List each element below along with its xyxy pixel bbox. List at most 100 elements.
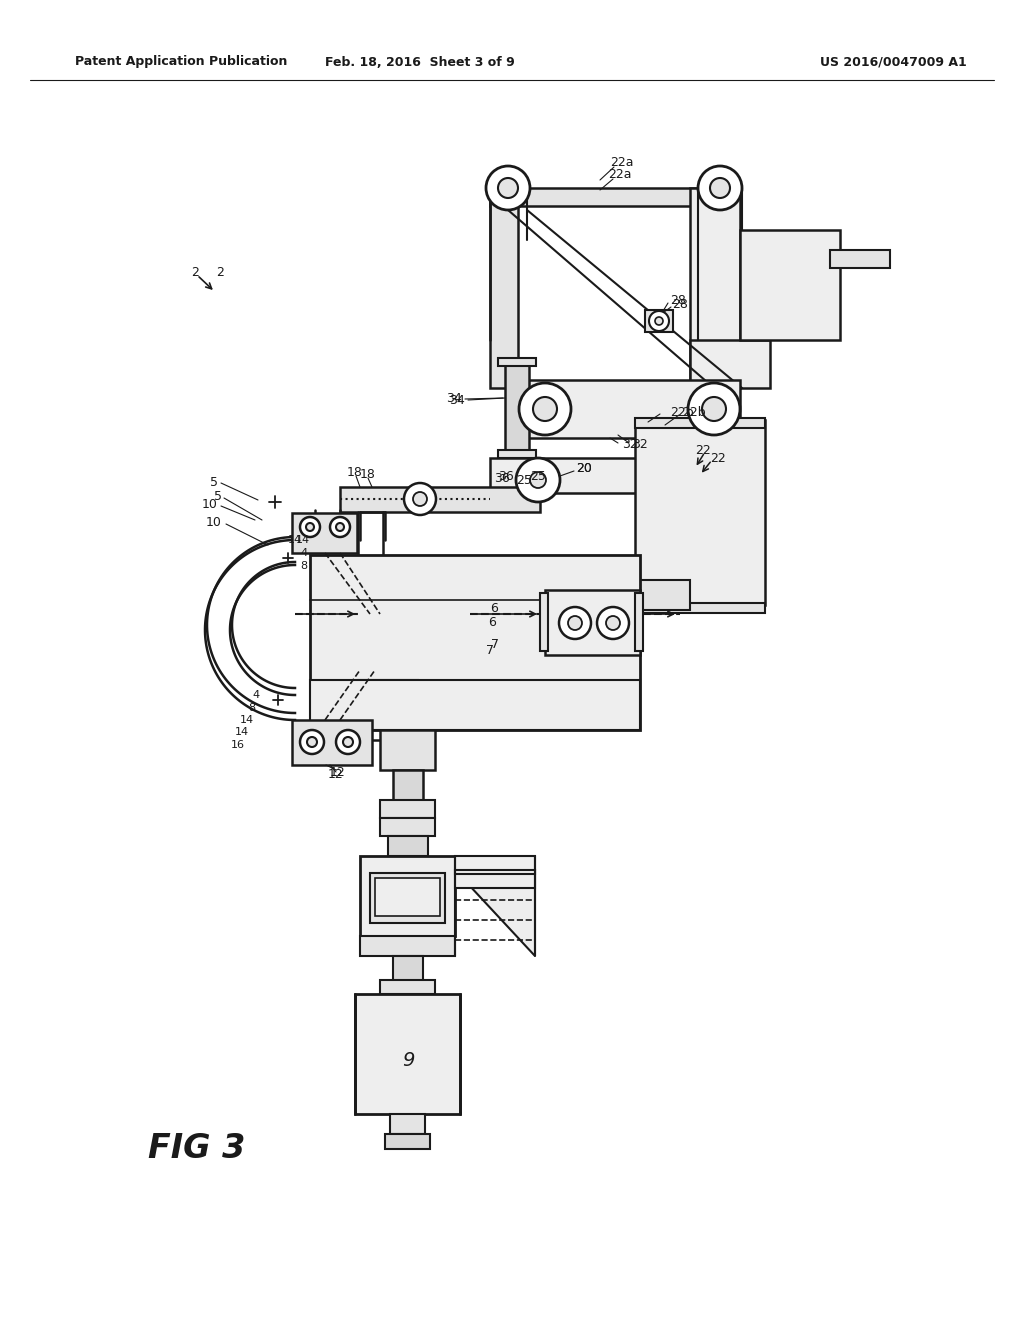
Text: 7: 7 (486, 644, 494, 656)
Bar (635, 593, 643, 651)
Text: 12: 12 (328, 768, 344, 781)
Bar (830, 249, 890, 268)
Text: 8: 8 (300, 561, 307, 572)
Bar (292, 513, 357, 553)
Text: 22a: 22a (608, 169, 632, 181)
Bar (310, 554, 640, 730)
Text: FIG 3: FIG 3 (148, 1131, 246, 1164)
Bar (635, 420, 765, 605)
Circle shape (568, 616, 582, 630)
Circle shape (702, 397, 726, 421)
Circle shape (486, 166, 530, 210)
Text: 28: 28 (670, 293, 686, 306)
Text: 20: 20 (575, 462, 592, 474)
Circle shape (597, 607, 629, 639)
Text: Feb. 18, 2016  Sheet 3 of 9: Feb. 18, 2016 Sheet 3 of 9 (326, 55, 515, 69)
Bar (490, 187, 740, 206)
Text: 14: 14 (234, 727, 249, 737)
Bar (740, 230, 840, 341)
Text: 22a: 22a (610, 157, 634, 169)
Bar (340, 487, 540, 512)
Bar (490, 458, 640, 492)
Text: 14: 14 (288, 535, 302, 545)
Bar (690, 341, 770, 388)
Bar (375, 878, 440, 916)
Bar (360, 936, 455, 956)
Bar (635, 418, 765, 428)
Circle shape (559, 607, 591, 639)
Circle shape (404, 483, 436, 515)
Bar (380, 730, 435, 770)
Circle shape (300, 730, 324, 754)
Text: 36: 36 (498, 470, 514, 483)
Bar (393, 956, 423, 981)
Text: 18: 18 (360, 467, 376, 480)
Text: 22b: 22b (670, 405, 694, 418)
Bar (385, 1134, 430, 1148)
Circle shape (300, 517, 319, 537)
Circle shape (498, 178, 518, 198)
Circle shape (413, 492, 427, 506)
Bar (635, 579, 690, 610)
Text: 4: 4 (253, 690, 259, 700)
Bar (310, 680, 640, 730)
Text: 16: 16 (231, 741, 245, 750)
Bar (455, 855, 535, 874)
Text: 34: 34 (446, 392, 462, 404)
Bar (292, 719, 372, 766)
Circle shape (530, 473, 546, 488)
Bar (455, 870, 535, 888)
Circle shape (655, 317, 663, 325)
Text: 10: 10 (202, 499, 218, 511)
Text: 28: 28 (672, 298, 688, 312)
Text: 18: 18 (347, 466, 362, 479)
Bar (505, 360, 529, 459)
Text: 14: 14 (240, 715, 254, 725)
Bar (388, 836, 428, 855)
Bar (498, 358, 536, 366)
Text: 5: 5 (210, 475, 218, 488)
Polygon shape (455, 870, 535, 956)
Circle shape (519, 383, 571, 436)
Bar (635, 603, 765, 612)
Text: 14: 14 (296, 535, 310, 545)
Circle shape (336, 730, 360, 754)
Bar (360, 855, 455, 936)
Text: 36: 36 (495, 471, 510, 484)
Text: 22: 22 (710, 451, 726, 465)
Circle shape (330, 517, 350, 537)
Text: 25: 25 (530, 470, 546, 483)
Text: 5: 5 (214, 491, 222, 503)
Text: 20: 20 (575, 462, 592, 474)
Text: 4: 4 (300, 548, 307, 558)
Text: 8: 8 (249, 704, 256, 713)
Text: 10: 10 (206, 516, 222, 529)
Bar (490, 187, 518, 388)
Text: 25: 25 (516, 474, 531, 487)
Bar (645, 310, 673, 333)
Text: 22b: 22b (682, 405, 706, 418)
Bar (498, 450, 536, 458)
Text: 32: 32 (622, 438, 638, 451)
Bar (545, 590, 640, 655)
Text: 34: 34 (450, 393, 465, 407)
Text: 6: 6 (488, 615, 496, 628)
Text: 32: 32 (632, 438, 648, 451)
Bar (540, 593, 548, 651)
Text: 7: 7 (490, 639, 499, 652)
Text: 2: 2 (191, 265, 199, 279)
Text: 2: 2 (216, 265, 224, 279)
Bar (520, 380, 740, 438)
Bar (370, 873, 445, 923)
Circle shape (649, 312, 669, 331)
Bar (380, 979, 435, 994)
Bar (380, 800, 435, 818)
Circle shape (606, 616, 620, 630)
Text: US 2016/0047009 A1: US 2016/0047009 A1 (820, 55, 967, 69)
Text: 12: 12 (330, 766, 346, 779)
Text: Patent Application Publication: Patent Application Publication (75, 55, 288, 69)
Bar (355, 994, 460, 1114)
Text: 6: 6 (490, 602, 498, 615)
Circle shape (336, 523, 344, 531)
Circle shape (534, 397, 557, 421)
